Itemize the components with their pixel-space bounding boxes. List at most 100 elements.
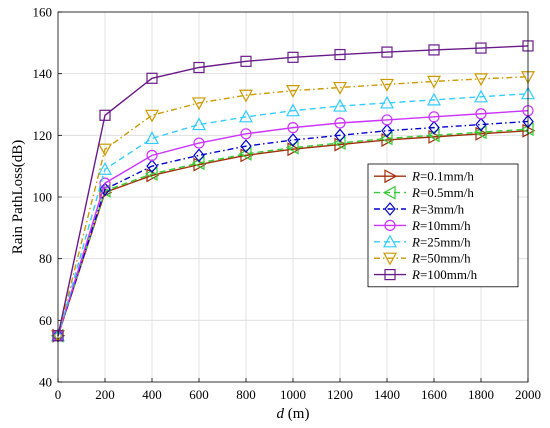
x-axis-label-unit: (m) bbox=[284, 406, 309, 422]
legend-label: R=25mm/h bbox=[411, 234, 471, 249]
legend-label-var: R bbox=[411, 202, 420, 217]
data-point bbox=[428, 111, 440, 123]
x-tick-label: 2000 bbox=[515, 387, 541, 402]
x-tick-labels: 0 200 400 600 800 1000 1200 1400 1600 1800 2000 bbox=[55, 387, 541, 402]
data-point bbox=[287, 133, 299, 147]
legend-label: R=100mm/h bbox=[411, 267, 478, 282]
data-point bbox=[381, 114, 393, 126]
data-point bbox=[144, 131, 160, 145]
data-point bbox=[191, 117, 207, 131]
x-tick-label: 600 bbox=[189, 387, 209, 402]
data-point bbox=[475, 117, 487, 132]
series-3 bbox=[52, 114, 534, 343]
y-tick-label: 80 bbox=[39, 251, 52, 266]
legend-marker bbox=[382, 185, 396, 200]
data-point bbox=[287, 51, 299, 63]
data-point bbox=[287, 122, 299, 134]
x-tick-label: 1000 bbox=[280, 387, 306, 402]
legend-label-value: =0.1mm/h bbox=[420, 169, 474, 184]
data-point bbox=[97, 161, 113, 175]
data-point bbox=[238, 89, 254, 103]
x-axis-label: d (m) bbox=[277, 406, 310, 422]
series-line bbox=[57, 45, 529, 336]
x-tick-label: 1200 bbox=[327, 387, 353, 402]
data-point bbox=[426, 75, 442, 89]
data-point bbox=[428, 44, 440, 56]
x-axis-label-var: d bbox=[277, 406, 285, 422]
x-tick-label: 400 bbox=[142, 387, 162, 402]
y-axis-label: Rain PathLoss(dB) bbox=[10, 140, 26, 255]
legend-marker bbox=[384, 169, 398, 184]
y-tick-label: 100 bbox=[33, 190, 53, 205]
data-point bbox=[475, 108, 487, 120]
data-point bbox=[99, 177, 111, 189]
data-point bbox=[146, 149, 158, 161]
series-layer bbox=[50, 40, 536, 344]
legend-marker bbox=[384, 202, 396, 216]
data-point bbox=[193, 148, 205, 163]
data-point bbox=[238, 109, 254, 123]
data-point bbox=[285, 85, 301, 98]
data-point bbox=[240, 139, 252, 154]
legend-label: R=10mm/h bbox=[411, 218, 471, 233]
legend-label-value: =25mm/h bbox=[420, 234, 471, 249]
series-line bbox=[57, 93, 529, 336]
data-point bbox=[334, 128, 346, 143]
data-point bbox=[381, 46, 393, 58]
data-point bbox=[332, 98, 348, 112]
data-point bbox=[191, 97, 207, 111]
legend-marker bbox=[384, 269, 396, 281]
data-point bbox=[97, 143, 113, 157]
series-line bbox=[57, 109, 529, 336]
legend-item: R=0.5mm/h bbox=[374, 185, 474, 200]
data-point bbox=[332, 81, 348, 95]
data-point bbox=[473, 73, 489, 87]
y-tick-label: 120 bbox=[33, 128, 53, 143]
data-point bbox=[473, 89, 489, 103]
legend: R=0.1mm/hR=0.5mm/hR=3mm/hR=10mm/hR=25mm/… bbox=[367, 163, 519, 288]
y-tick-label: 140 bbox=[33, 66, 53, 81]
legend-label-value: =50mm/h bbox=[420, 251, 471, 266]
legend-label: R=3mm/h bbox=[411, 202, 465, 217]
legend-item: R=25mm/h bbox=[374, 234, 471, 249]
y-tick-label: 160 bbox=[33, 5, 53, 20]
legend-label: R=0.1mm/h bbox=[411, 169, 474, 184]
x-tick-label: 800 bbox=[236, 387, 256, 402]
legend-item: R=3mm/h bbox=[374, 202, 465, 217]
data-point bbox=[144, 109, 160, 123]
legend-label: R=0.5mm/h bbox=[411, 185, 474, 200]
legend-marker bbox=[382, 252, 398, 266]
legend-marker bbox=[384, 219, 396, 231]
x-tick-label: 200 bbox=[95, 387, 115, 402]
x-tick-label: 1800 bbox=[468, 387, 494, 402]
data-point bbox=[379, 78, 395, 92]
data-point bbox=[379, 95, 395, 109]
legend-label-var: R bbox=[411, 267, 420, 282]
data-point bbox=[146, 159, 158, 174]
data-point bbox=[99, 109, 111, 121]
legend-label-value: =3mm/h bbox=[420, 202, 465, 217]
legend-item: R=10mm/h bbox=[374, 218, 471, 233]
y-tick-label: 40 bbox=[39, 375, 52, 390]
data-point bbox=[240, 55, 252, 67]
legend-label-value: =100mm/h bbox=[420, 267, 478, 282]
data-point bbox=[334, 48, 346, 61]
legend-label-value: =0.5mm/h bbox=[420, 185, 474, 200]
x-tick-label: 1600 bbox=[421, 387, 447, 402]
x-tick-label: 1400 bbox=[374, 387, 400, 402]
series-line bbox=[57, 76, 529, 336]
data-point bbox=[193, 61, 205, 74]
legend-item: R=100mm/h bbox=[374, 267, 478, 282]
legend-marker bbox=[382, 234, 398, 248]
y-tick-label: 60 bbox=[39, 313, 52, 328]
data-point bbox=[193, 137, 205, 149]
legend-item: R=50mm/h bbox=[374, 251, 471, 266]
legend-label-var: R bbox=[411, 169, 420, 184]
data-point bbox=[381, 123, 393, 138]
data-point bbox=[146, 72, 158, 84]
data-point bbox=[475, 42, 487, 54]
legend-label-var: R bbox=[411, 234, 420, 249]
data-point bbox=[428, 120, 440, 135]
legend-label-var: R bbox=[411, 218, 420, 233]
